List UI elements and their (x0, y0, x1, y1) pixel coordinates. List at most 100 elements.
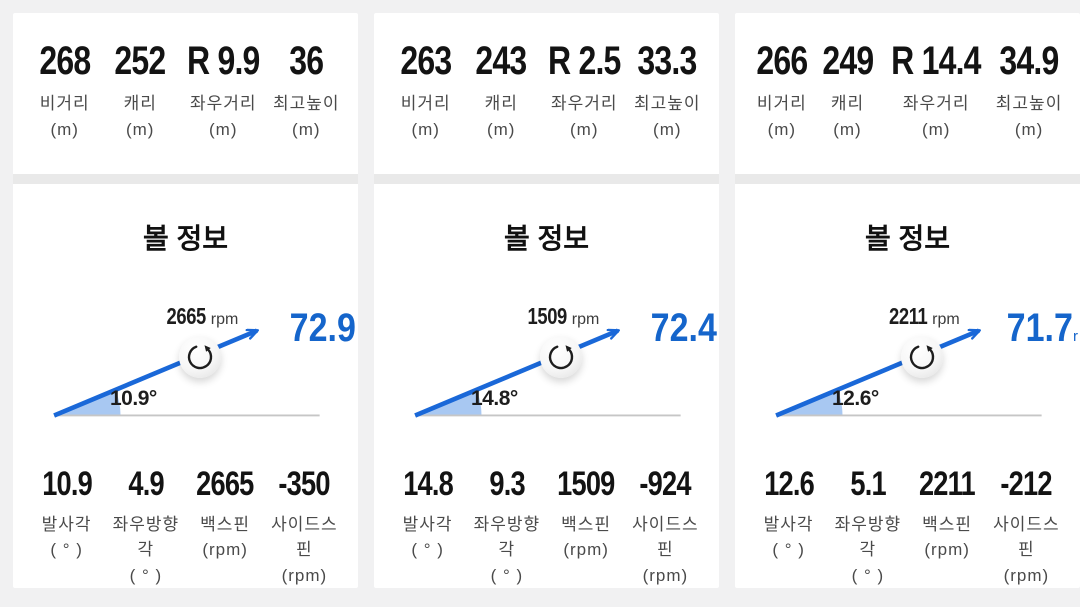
launch-angle-value: 10.9° (110, 387, 157, 411)
stat-lateral-distance: R 14.4 좌우거리 (m) (880, 40, 992, 142)
stat-label: 발사각( ° ) (41, 514, 92, 560)
ball-speed: 72.9 (278, 306, 356, 351)
launch-angle-graphic (414, 328, 681, 418)
launch-arrow (414, 328, 618, 418)
stat-label: 발사각( ° ) (402, 514, 453, 560)
stat-lateral-distance: R 9.9 좌우거리 (m) (178, 40, 269, 142)
launch-diagram: 1509 rpm 72.4 14.8° (374, 303, 719, 437)
ball-info-title: 볼 정보 (864, 223, 951, 255)
launch-angle-graphic (775, 328, 1042, 418)
section-divider (735, 174, 1080, 185)
shot-panels-container: 268 비거리 (m) 252 캐리 (m) R 9.9 좌우거리 (m) 36 최고… (13, 13, 1080, 588)
stat-label: 비거리 (m) (39, 94, 90, 139)
spin-rpm-unit: rpm (571, 311, 600, 329)
ball-spin-icon (901, 336, 943, 379)
stat-label: 최고높이 (m) (634, 94, 701, 139)
ball-speed-value: 71.7 (1006, 306, 1073, 351)
stat-value: R 9.9 (186, 39, 260, 83)
stat-sidespin: -350 사이드스핀 (rpm) (265, 464, 344, 588)
spin-rpm: 1509 rpm (523, 303, 600, 330)
stat-label: 캐리 (m) (123, 94, 157, 139)
launch-angle-value: 14.8° (471, 387, 518, 411)
ball-speed-value: 72.4 (650, 306, 717, 351)
stat-value: -350 (278, 464, 331, 503)
stat-carry-distance: 266 비거리 (m) (749, 40, 815, 142)
shot-panel-2: 263 비거리 (m) 243 캐리 (m) R 2.5 좌우거리 (m) 33.3 … (374, 13, 719, 588)
stat-value: -924 (639, 464, 692, 503)
stat-label: 최고높이 (m) (273, 94, 340, 139)
stat-backspin: 1509 백스핀 (rpm) (547, 464, 626, 588)
counterclockwise-spin-arrow-icon (909, 345, 935, 370)
ball-info-title: 볼 정보 (142, 223, 229, 255)
bottom-stats-row: 12.6 발사각( ° ) 5.1 좌우방향각( ° ) 2211 백스핀 (rp… (735, 464, 1080, 588)
stat-label: 사이드스핀 (rpm) (632, 514, 699, 585)
spin-rpm-value: 2665 (166, 303, 207, 330)
stat-carry: 252 캐리 (m) (102, 40, 177, 142)
shot-panel-3: 266 비거리 (m) 249 캐리 (m) R 14.4 좌우거리 (m) 34.9… (735, 13, 1080, 588)
stat-label: 백스핀 (rpm) (561, 514, 612, 560)
stat-max-height: 36 최고높이 (m) (269, 40, 344, 142)
stat-launch-angle: 14.8 발사각( ° ) (388, 466, 467, 588)
stat-value: 1509 (557, 464, 615, 503)
stat-label: 좌우방향각( ° ) (834, 514, 902, 585)
stat-label: 캐리 (m) (484, 94, 518, 139)
stat-label: 최고높이 (m) (995, 94, 1063, 139)
bottom-stats-row: 14.8 발사각( ° ) 9.3 좌우방향각( ° ) 1509 백스핀 (rp… (374, 464, 719, 588)
launch-diagram: 2665 rpm 72.9 10.9° (13, 303, 358, 437)
stat-label: 사이드스핀 (rpm) (993, 514, 1060, 585)
launch-arrow (775, 328, 979, 418)
counterclockwise-spin-arrow-icon (548, 345, 574, 370)
stat-sidespin: -212 사이드스핀 (rpm) (987, 464, 1066, 588)
stat-value: 4.9 (128, 464, 164, 503)
ball-speed-unit-partial: r (1073, 328, 1078, 346)
spin-rpm-value: 1509 (527, 303, 568, 330)
stat-value: R 14.4 (891, 39, 981, 83)
stat-carry-distance: 263 비거리 (m) (388, 40, 463, 142)
spin-rpm-unit: rpm (932, 311, 960, 329)
stat-label: 사이드스핀 (rpm) (271, 514, 338, 585)
stat-direction-angle: 4.9 좌우방향각( ° ) (106, 464, 185, 588)
spin-rpm-unit: rpm (210, 311, 239, 329)
stat-value: 268 (39, 39, 91, 83)
stat-label: 발사각( ° ) (763, 514, 814, 560)
stat-carry: 243 캐리 (m) (463, 40, 538, 142)
stat-value: 9.3 (489, 464, 525, 503)
stat-label: 백스핀 (rpm) (922, 514, 973, 560)
stat-value: 252 (114, 39, 167, 83)
ball-speed: 72.4 (639, 306, 717, 351)
top-stats-row: 263 비거리 (m) 243 캐리 (m) R 2.5 좌우거리 (m) 33.3 … (374, 40, 719, 142)
stat-value: 33.3 (637, 39, 698, 83)
stat-value: 263 (400, 39, 452, 83)
ball-speed: 71.7r (995, 306, 1078, 351)
stat-value: R 2.5 (547, 39, 621, 83)
stat-label: 비거리 (m) (400, 94, 451, 139)
stat-value: 266 (756, 39, 808, 83)
ball-spin-icon (179, 336, 221, 379)
stat-max-height: 34.9 최고높이 (m) (992, 40, 1066, 142)
stat-label: 좌우거리 (m) (902, 94, 970, 139)
stat-label: 비거리 (m) (756, 94, 807, 139)
spin-rpm: 2211 rpm (884, 303, 960, 330)
stat-value: -212 (1000, 464, 1053, 503)
stat-carry: 249 캐리 (m) (815, 40, 881, 142)
ball-info-title: 볼 정보 (503, 223, 590, 255)
ball-spin-icon (540, 336, 582, 379)
stat-sidespin: -924 사이드스핀 (rpm) (626, 464, 705, 588)
stat-direction-angle: 9.3 좌우방향각( ° ) (467, 464, 546, 588)
shot-panel-1: 268 비거리 (m) 252 캐리 (m) R 9.9 좌우거리 (m) 36 최고… (13, 13, 358, 588)
launch-diagram: 2211 rpm 71.7r 12.6° (735, 303, 1080, 437)
stat-value: 10.9 (41, 464, 93, 503)
stat-value: 249 (821, 39, 874, 83)
stat-value: 5.1 (850, 464, 886, 503)
stat-value: 2665 (196, 464, 254, 503)
top-stats-row: 266 비거리 (m) 249 캐리 (m) R 14.4 좌우거리 (m) 34.9… (735, 40, 1080, 142)
launch-angle-value: 12.6° (832, 387, 879, 411)
section-divider (374, 174, 719, 185)
stat-value: 36 (289, 39, 324, 83)
ball-speed-value: 72.9 (289, 306, 356, 351)
stat-launch-angle: 10.9 발사각( ° ) (27, 464, 106, 588)
stat-carry-distance: 268 비거리 (m) (27, 40, 102, 142)
top-stats-row: 268 비거리 (m) 252 캐리 (m) R 9.9 좌우거리 (m) 36 최고… (13, 40, 358, 142)
stat-label: 좌우거리 (m) (189, 94, 257, 139)
stat-direction-angle: 5.1 좌우방향각( ° ) (828, 464, 907, 588)
